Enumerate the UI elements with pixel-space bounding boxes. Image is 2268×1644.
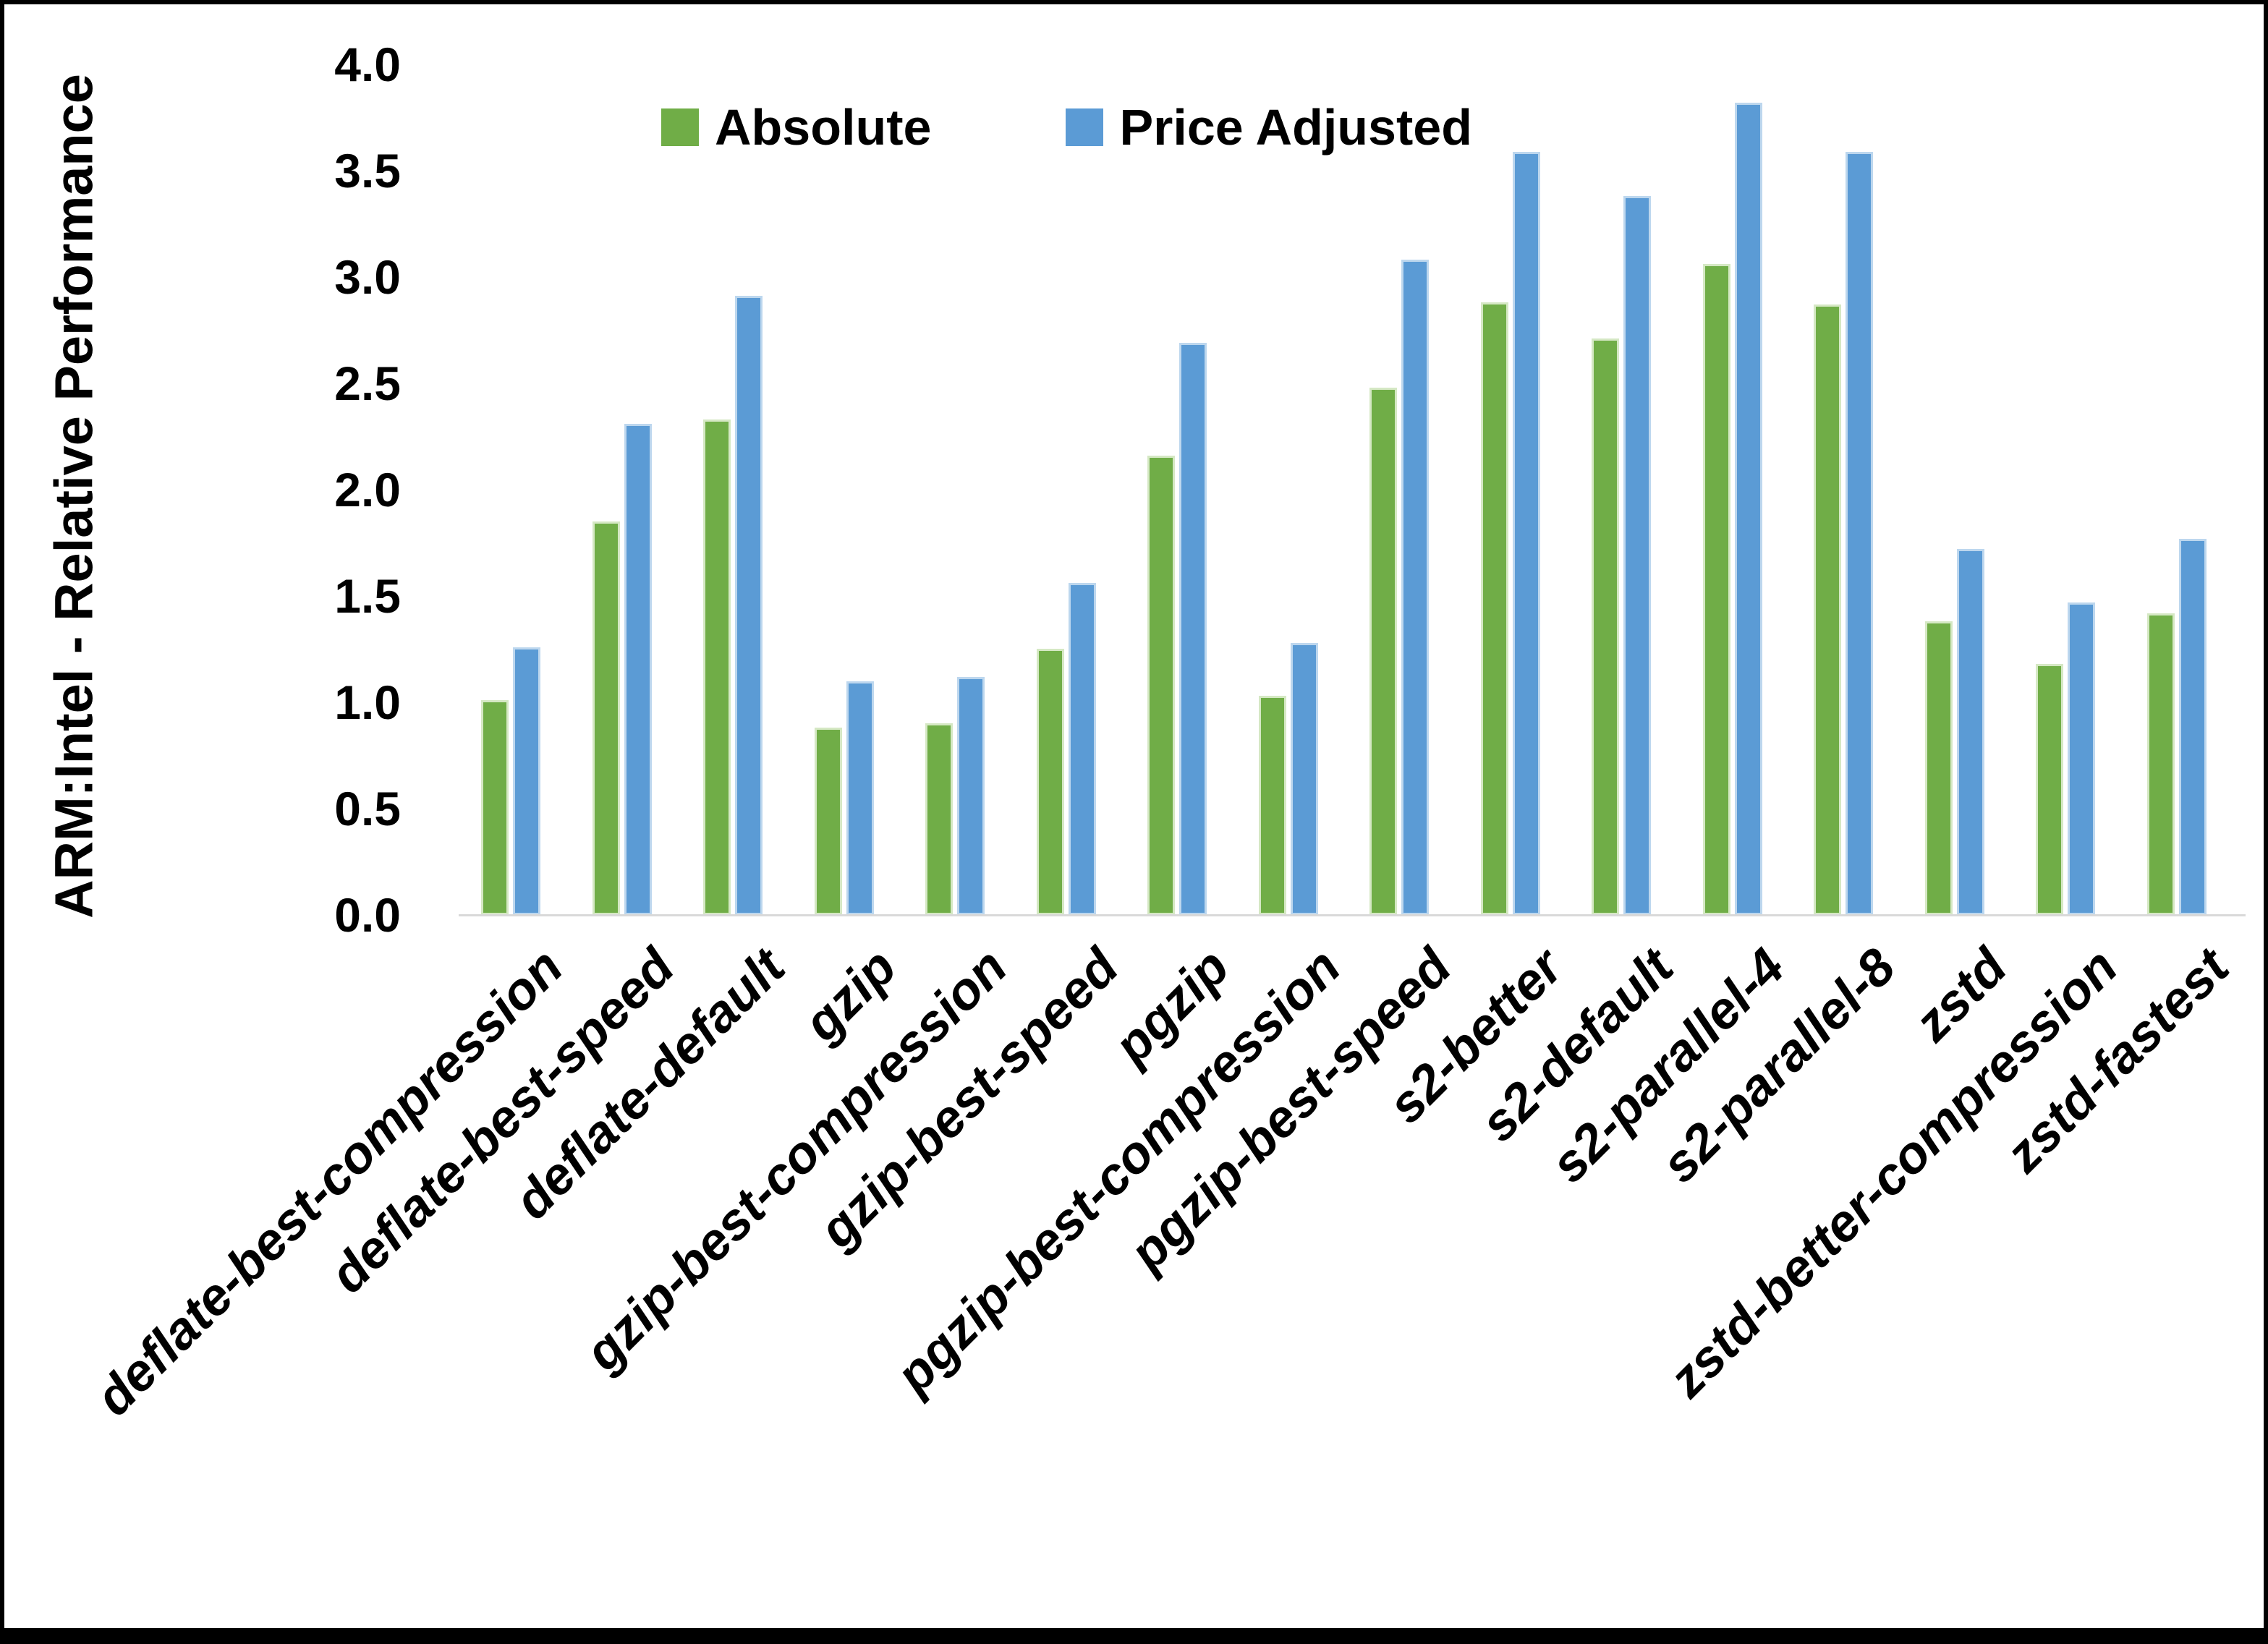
- y-tick-label: 0.0: [334, 888, 401, 942]
- legend-item-absolute: Absolute: [661, 98, 931, 156]
- bar-price-adjusted-s2-default: [1623, 196, 1651, 915]
- y-tick-label: 0.5: [334, 782, 401, 835]
- bar-price-adjusted-gzip: [846, 681, 874, 915]
- bar-price-adjusted-gzip-best-speed: [1068, 583, 1096, 915]
- legend-swatch-absolute-icon: [661, 108, 699, 146]
- bar-price-adjusted-deflate-default: [735, 296, 763, 915]
- bar-absolute-s2-parallel-8: [1814, 304, 1841, 915]
- bar-absolute-s2-parallel-4: [1702, 264, 1730, 915]
- bar-price-adjusted-pgzip-best-compression: [1290, 643, 1318, 915]
- bar-absolute-deflate-default: [703, 419, 731, 915]
- y-tick-label: 4.0: [334, 38, 401, 91]
- bar-absolute-pgzip-best-compression: [1258, 696, 1286, 915]
- bar-price-adjusted-zstd-better-compression: [2068, 602, 2095, 915]
- bar-absolute-zstd-better-compression: [2036, 664, 2063, 915]
- bar-price-adjusted-pgzip: [1179, 343, 1207, 915]
- bar-absolute-s2-better: [1480, 302, 1508, 915]
- bar-absolute-pgzip-best-speed: [1369, 388, 1397, 915]
- legend-label-absolute: Absolute: [715, 99, 932, 156]
- y-tick-label: 1.0: [334, 676, 401, 729]
- legend-item-price-adjusted: Price Adjusted: [1066, 98, 1472, 156]
- bar-price-adjusted-zstd-fastest: [2178, 539, 2207, 915]
- x-axis-line: [459, 914, 2246, 916]
- bar-absolute-gzip-best-speed: [1036, 649, 1064, 915]
- bar-price-adjusted-deflate-best-compression: [513, 647, 540, 915]
- y-axis-title: ARM:Intel - Relative Performance: [43, 74, 104, 919]
- y-tick-label: 3.5: [334, 144, 401, 197]
- y-tick-label: 2.5: [334, 357, 401, 410]
- bar-absolute-deflate-best-speed: [592, 521, 620, 915]
- bar-absolute-s2-default: [1592, 338, 1619, 915]
- x-category-label-deflate-best-compression: deflate-best-compression: [85, 937, 574, 1427]
- y-tick-label: 2.0: [334, 463, 401, 516]
- legend-swatch-price-adjusted-icon: [1066, 108, 1104, 146]
- y-tick-label: 3.0: [334, 250, 401, 304]
- bar-absolute-gzip-best-compression: [925, 723, 953, 915]
- bar-absolute-deflate-best-compression: [481, 700, 509, 915]
- legend: Absolute Price Adjusted: [661, 98, 1472, 156]
- bar-price-adjusted-s2-parallel-4: [1734, 103, 1762, 915]
- bar-absolute-zstd: [1924, 621, 1953, 915]
- bar-price-adjusted-pgzip-best-speed: [1401, 260, 1429, 915]
- y-tick-label: 1.5: [334, 569, 401, 623]
- bar-absolute-gzip: [814, 728, 842, 915]
- bar-price-adjusted-gzip-best-compression: [957, 677, 985, 915]
- bar-absolute-pgzip: [1147, 456, 1175, 915]
- bar-absolute-zstd-fastest: [2146, 613, 2175, 915]
- bar-price-adjusted-s2-parallel-8: [1846, 152, 1873, 915]
- bar-price-adjusted-s2-better: [1512, 152, 1540, 915]
- legend-label-price-adjusted: Price Adjusted: [1119, 99, 1472, 156]
- bar-price-adjusted-deflate-best-speed: [624, 424, 652, 915]
- bar-price-adjusted-zstd: [1956, 549, 1984, 915]
